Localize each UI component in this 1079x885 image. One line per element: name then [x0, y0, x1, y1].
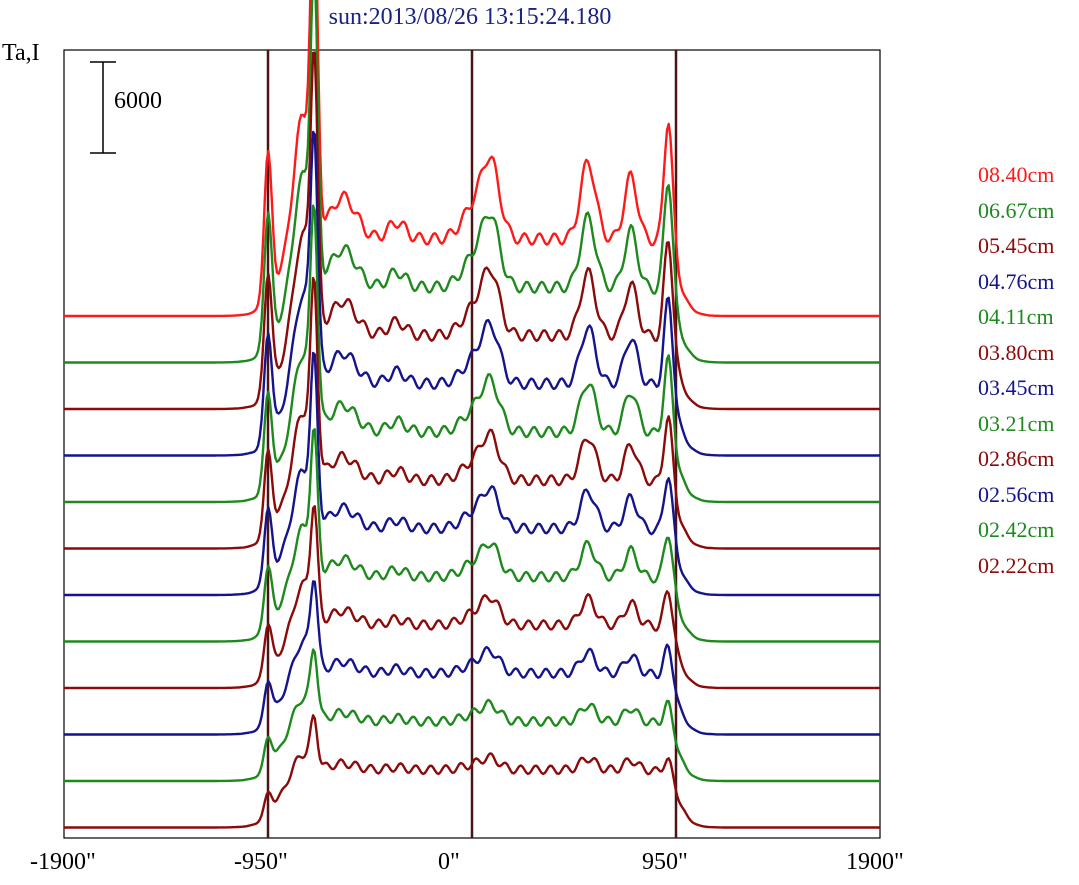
x-tick-label: -950"	[234, 849, 288, 875]
legend-entry: 03.80cm	[978, 339, 1055, 365]
legend-entry: 03.21cm	[978, 410, 1055, 436]
x-tick-label: 1900"	[846, 849, 904, 875]
series-line	[64, 51, 880, 411]
series-line	[64, 505, 880, 690]
legend-entry: 08.40cm	[978, 162, 1055, 187]
legend-entry: 05.45cm	[978, 233, 1055, 258]
series-line	[64, 580, 880, 736]
legend-entry: 02.86cm	[978, 446, 1055, 471]
chart-title: sun:2013/08/26 13:15:24.180	[328, 4, 612, 30]
series-line	[64, 648, 880, 783]
series-line	[64, 130, 880, 457]
series-line	[64, 0, 880, 318]
x-tick-label: 950"	[642, 849, 688, 875]
y-axis-label: Ta,I	[2, 40, 40, 66]
legend-entry: 03.45cm	[978, 375, 1055, 400]
legend-entry: 02.56cm	[978, 481, 1055, 507]
legend-entry: 04.76cm	[978, 268, 1055, 294]
x-tick-label: 0"	[438, 849, 460, 875]
legend-entry: 02.22cm	[978, 552, 1055, 578]
series-line	[64, 276, 880, 550]
series-line	[64, 714, 880, 829]
series-line	[64, 0, 880, 364]
series-line	[64, 351, 880, 597]
legend-entry: 02.42cm	[978, 517, 1055, 542]
scale-bar-label: 6000	[114, 88, 162, 114]
legend-entry: 06.67cm	[978, 197, 1055, 223]
legend-entry: 04.11cm	[978, 304, 1054, 329]
series-line	[64, 204, 880, 504]
series-line	[64, 428, 880, 643]
x-tick-label: -1900"	[30, 849, 96, 875]
